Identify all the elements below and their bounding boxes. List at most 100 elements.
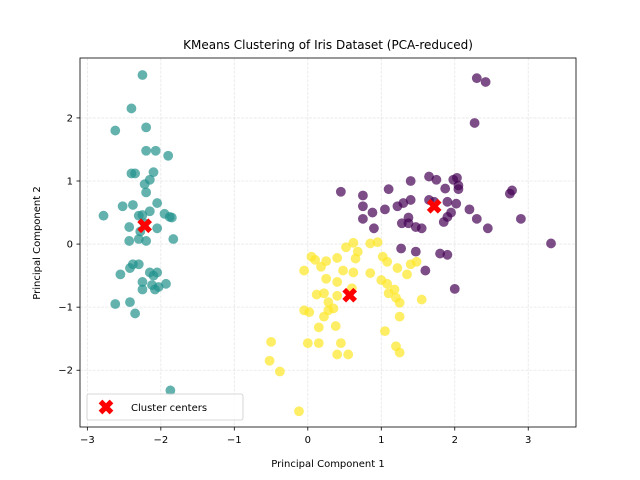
data-point bbox=[369, 223, 379, 234]
data-point bbox=[110, 299, 121, 309]
data-point bbox=[316, 261, 326, 272]
data-point bbox=[416, 223, 427, 234]
y-tick-label: 1 bbox=[67, 177, 73, 188]
data-point bbox=[372, 237, 383, 248]
x-tick-label: 2 bbox=[452, 435, 458, 446]
data-point bbox=[348, 267, 359, 278]
x-tick-label: 3 bbox=[525, 435, 531, 446]
data-point bbox=[321, 273, 332, 284]
data-point bbox=[405, 195, 416, 205]
axis-ticks: −3 −2 −1 0 1 2 3 −2 −1 0 1 2 bbox=[58, 113, 531, 446]
data-point bbox=[392, 263, 403, 273]
data-point bbox=[394, 311, 405, 322]
data-point bbox=[332, 349, 343, 360]
data-point bbox=[139, 179, 150, 190]
data-point bbox=[405, 176, 416, 186]
data-point bbox=[313, 338, 324, 349]
data-point bbox=[416, 294, 427, 305]
data-point bbox=[152, 223, 163, 234]
data-point bbox=[141, 187, 152, 198]
data-point bbox=[341, 242, 351, 253]
data-point bbox=[335, 338, 346, 349]
data-point bbox=[128, 200, 138, 210]
data-point bbox=[126, 103, 137, 114]
data-point bbox=[365, 268, 376, 278]
data-point bbox=[380, 204, 390, 215]
data-point bbox=[383, 184, 394, 195]
cluster-center-marker bbox=[137, 218, 153, 234]
data-point bbox=[150, 284, 160, 295]
data-point bbox=[332, 253, 343, 263]
data-point bbox=[451, 198, 462, 209]
data-point bbox=[348, 237, 359, 248]
data-point bbox=[304, 307, 315, 318]
data-point bbox=[161, 278, 171, 289]
x-tick-label: 1 bbox=[378, 435, 384, 446]
data-point bbox=[152, 267, 163, 278]
data-point bbox=[452, 172, 462, 183]
data-point bbox=[124, 222, 135, 232]
data-point bbox=[264, 355, 275, 366]
data-point bbox=[144, 206, 155, 217]
data-point bbox=[382, 278, 393, 289]
legend: Cluster centers bbox=[86, 393, 244, 421]
cluster-centers bbox=[137, 198, 442, 303]
data-point bbox=[319, 288, 329, 299]
data-point bbox=[453, 184, 464, 195]
data-point bbox=[110, 125, 121, 136]
data-point bbox=[449, 283, 460, 294]
data-point bbox=[394, 347, 405, 358]
data-point bbox=[133, 259, 144, 270]
data-point bbox=[125, 263, 135, 273]
y-tick-label: 0 bbox=[67, 240, 73, 251]
y-tick-label: −2 bbox=[58, 366, 73, 377]
cluster-center-marker bbox=[426, 198, 442, 214]
data-point bbox=[546, 238, 556, 249]
data-point bbox=[442, 249, 453, 260]
data-point bbox=[411, 256, 422, 267]
x-tick-label: −2 bbox=[153, 435, 168, 446]
y-tick-label: 2 bbox=[67, 113, 73, 124]
legend-center-marker-icon bbox=[98, 399, 114, 415]
data-point bbox=[471, 73, 482, 84]
data-point bbox=[126, 168, 137, 179]
data-point bbox=[335, 186, 346, 197]
data-point bbox=[137, 277, 148, 287]
data-point bbox=[125, 297, 135, 308]
data-point bbox=[98, 210, 109, 221]
data-point bbox=[133, 234, 144, 244]
data-point bbox=[392, 201, 403, 212]
data-point bbox=[504, 188, 515, 199]
data-point bbox=[266, 336, 276, 347]
data-point bbox=[124, 236, 135, 246]
data-point bbox=[150, 145, 161, 156]
data-point bbox=[435, 248, 445, 259]
data-points bbox=[98, 70, 556, 417]
data-point bbox=[141, 145, 152, 156]
data-point bbox=[141, 236, 152, 246]
data-point bbox=[313, 322, 324, 333]
data-point bbox=[471, 213, 482, 224]
legend-label-cluster-centers: Cluster centers bbox=[131, 403, 207, 414]
data-point bbox=[410, 246, 421, 257]
data-point bbox=[515, 213, 526, 224]
y-axis-label: Principal Component 2 bbox=[32, 186, 43, 299]
data-point bbox=[382, 256, 393, 267]
x-axis-label: Principal Component 1 bbox=[271, 459, 384, 470]
data-point bbox=[274, 366, 285, 377]
legend-box bbox=[86, 393, 244, 421]
data-point bbox=[330, 321, 341, 331]
data-point bbox=[137, 70, 148, 80]
x-tick-label: −3 bbox=[80, 435, 95, 446]
data-point bbox=[464, 204, 475, 215]
data-point bbox=[383, 288, 394, 299]
data-point bbox=[302, 338, 313, 349]
data-point bbox=[350, 253, 361, 264]
data-point bbox=[402, 269, 412, 280]
data-point bbox=[431, 174, 442, 185]
data-point bbox=[394, 297, 405, 308]
data-point bbox=[365, 238, 376, 249]
data-point bbox=[148, 167, 159, 178]
data-point bbox=[396, 218, 407, 229]
